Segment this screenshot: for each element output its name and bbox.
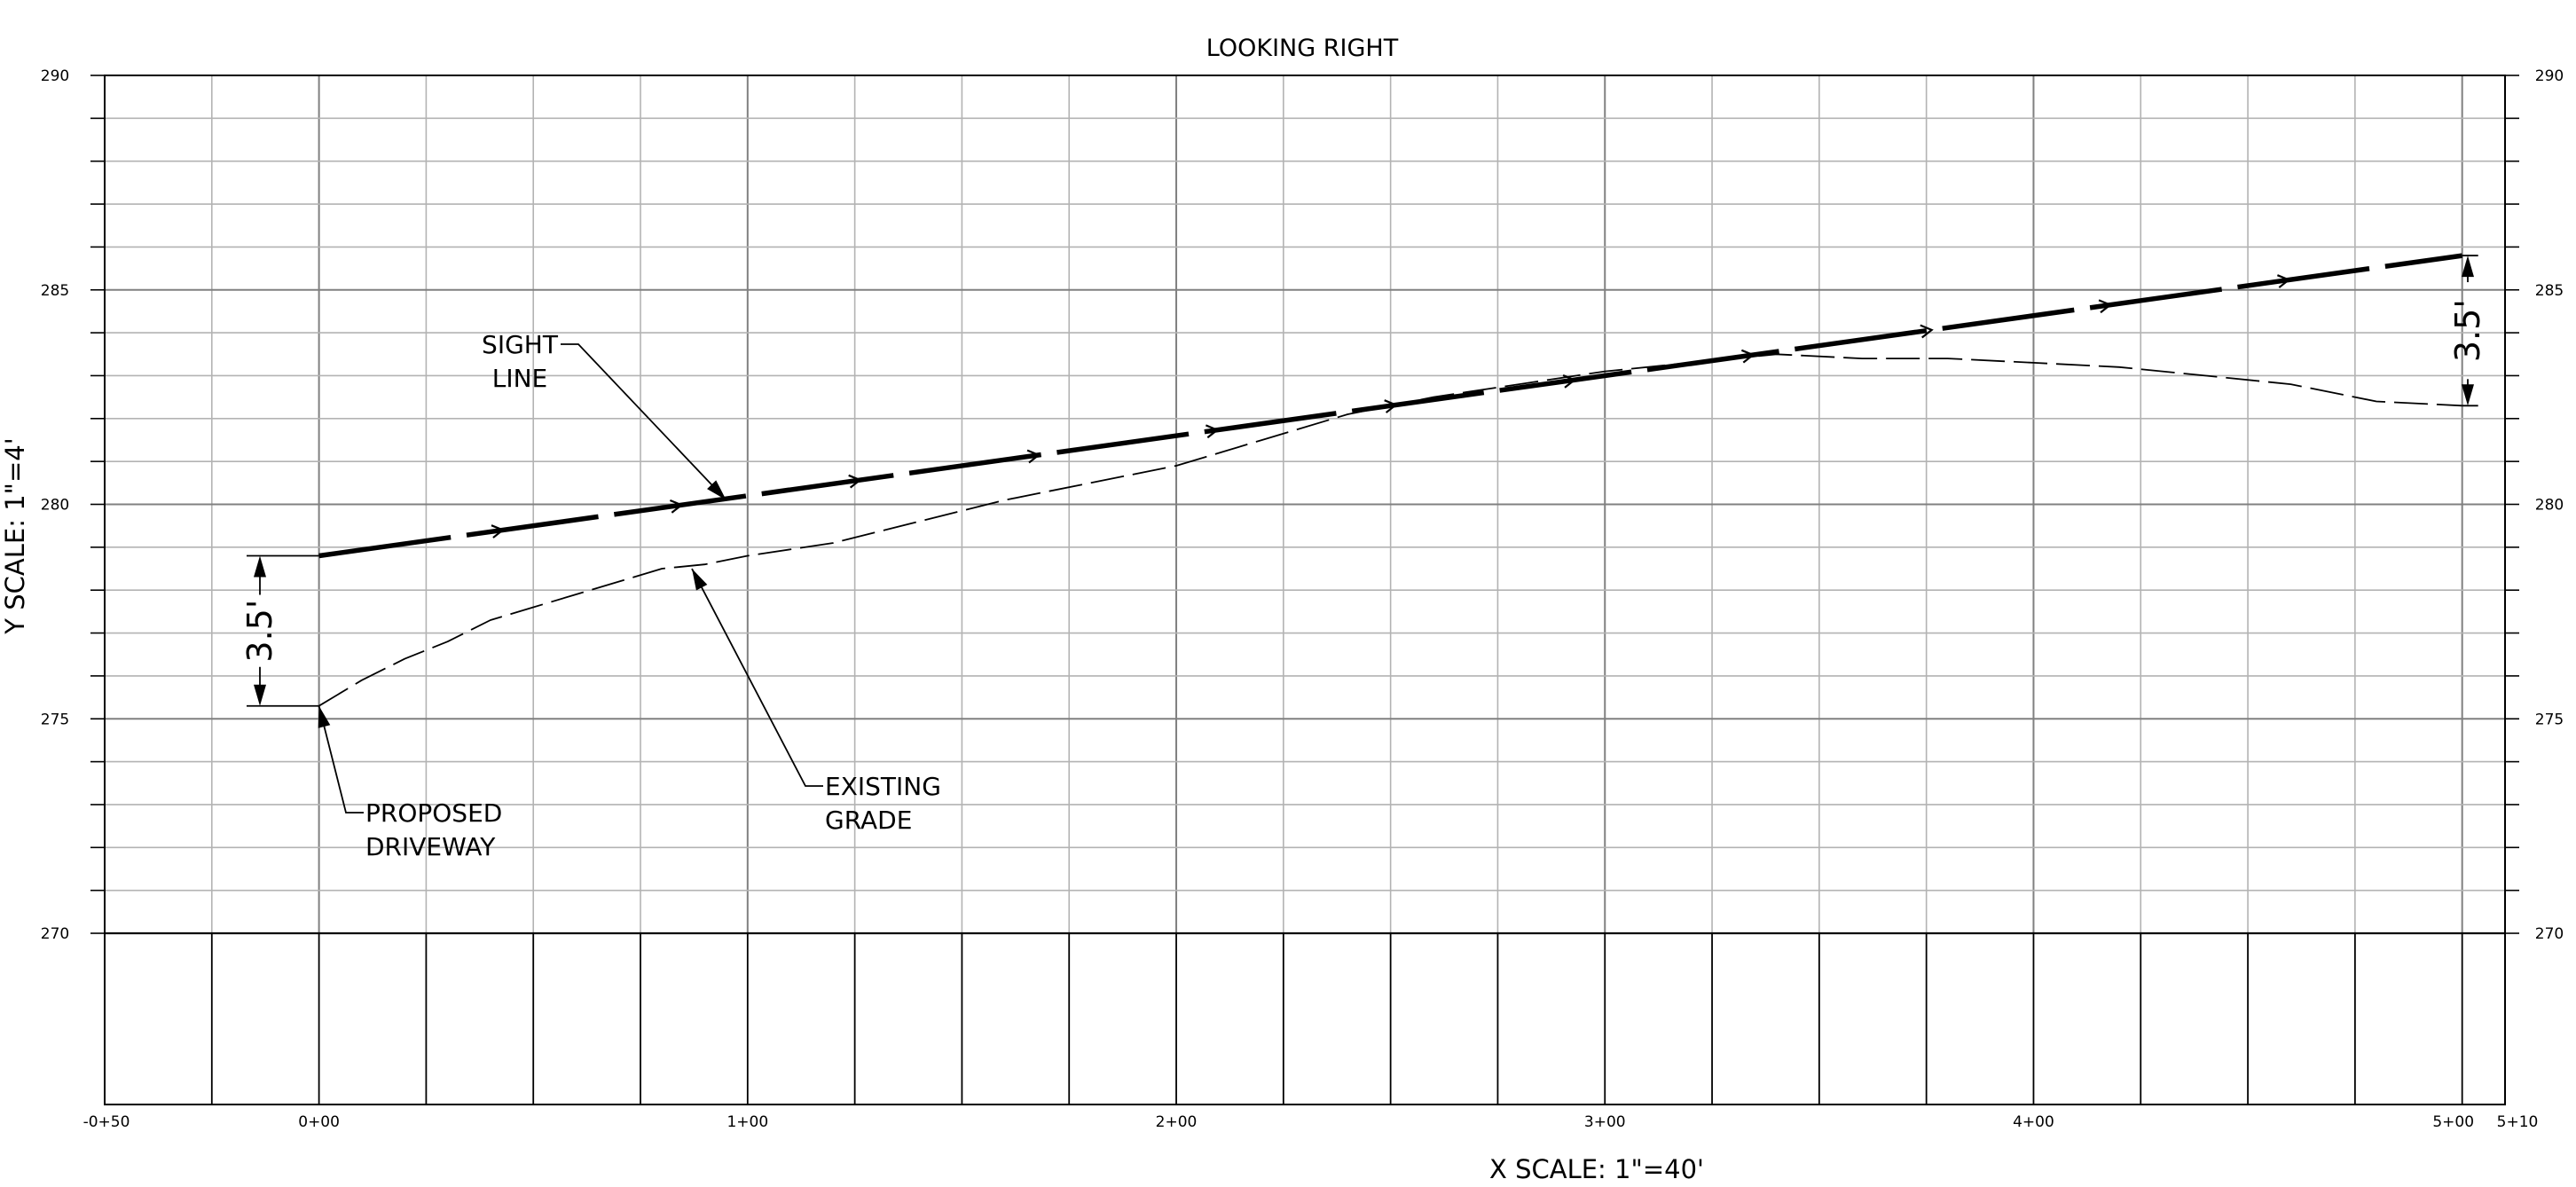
y-tick-label-left: 270 [41,925,69,943]
existing-grade-label-line: GRADE [825,806,912,835]
sight-line-label-line: LINE [492,364,548,393]
dimension-right-arrow-bottom [2462,384,2474,406]
dimension-right-arrow-top [2462,255,2474,278]
x-tick-label: 5+10 [2497,1113,2539,1131]
sight-line-chevron [1920,324,1934,339]
sight-line-chevron [2276,274,2291,288]
y-axis-label: Y SCALE: 1"=4' [0,437,30,634]
dimension-left-label: 3.5' [240,600,279,663]
grid [105,75,2505,933]
sight-line-chevron [1740,349,1755,364]
y-tick-label-right: 270 [2535,925,2564,943]
x-tick-label: -0+50 [83,1113,130,1131]
sight-line-label: SIGHT LINE [482,330,559,393]
y-tick-label-right: 275 [2535,711,2564,728]
sight-line-chevron [1026,449,1041,464]
y-tick-label-left: 285 [41,282,69,300]
proposed-driveway-arrowhead [318,705,331,728]
sight-line-chevron [2098,299,2113,314]
x-axis-label: X SCALE: 1"=40' [1489,1154,1704,1184]
sight-line-chevron [1205,424,1220,439]
existing-grade-arrowhead [692,569,708,591]
x-tick-label: 3+00 [1584,1113,1626,1131]
dimension-right-label: 3.5' [2448,299,2487,362]
series-existing-grade [318,353,2462,707]
station-band [105,932,2505,1104]
proposed-driveway-leader [318,705,364,814]
axis-ticks: 290 290 285 285 280 280 275 275 270 270 -0+50 0+00 1… [41,67,2564,1131]
x-tick-label: 2+00 [1156,1113,1198,1131]
sight-line-chevron [848,474,862,489]
sight-line-arrowhead [707,480,726,500]
y-tick-label-left: 275 [41,711,69,728]
chart-title: LOOKING RIGHT [1206,35,1399,62]
series [318,253,2463,707]
annotations: SIGHT LINE EXISTING GRADE PROPOSED DRIVEWAY 3.… [240,255,2487,861]
x-tick-label: 5+00 [2432,1113,2474,1131]
y-tick-label-right: 285 [2535,282,2564,300]
y-tick-label-right: 290 [2535,67,2564,85]
y-tick-label-left: 280 [41,497,69,515]
proposed-driveway-label-line: PROPOSED [365,798,502,828]
existing-grade-leader [691,568,823,787]
proposed-driveway-label-line: DRIVEWAY [365,832,496,861]
x-tick-label: 0+00 [298,1113,340,1131]
proposed-driveway-label: PROPOSED DRIVEWAY [365,798,502,861]
x-tick-label: 1+00 [726,1113,768,1131]
existing-grade-label-line: EXISTING [825,772,941,801]
existing-grade-label: EXISTING GRADE [825,772,941,835]
dimension-left-arrow-bottom [254,684,266,706]
sight-line-chevron [491,524,506,538]
sight-line-label-line: SIGHT [482,330,559,359]
dimension-left-arrow-top [254,555,266,578]
x-tick-label: 4+00 [2013,1113,2054,1131]
sight-line-leader [561,343,727,501]
y-tick-label-left: 290 [41,67,69,85]
sight-line-chevron [669,499,684,514]
y-tick-label-right: 280 [2535,497,2564,515]
